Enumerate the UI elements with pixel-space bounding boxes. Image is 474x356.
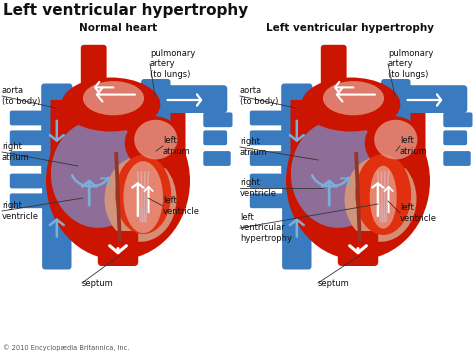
Ellipse shape: [123, 161, 163, 233]
FancyBboxPatch shape: [282, 164, 311, 269]
Ellipse shape: [51, 120, 146, 228]
FancyBboxPatch shape: [203, 151, 231, 166]
FancyBboxPatch shape: [10, 174, 48, 188]
FancyBboxPatch shape: [51, 100, 185, 163]
Text: Normal heart: Normal heart: [79, 23, 157, 33]
Ellipse shape: [323, 81, 384, 115]
FancyBboxPatch shape: [10, 111, 52, 125]
Ellipse shape: [356, 154, 411, 235]
Text: Left ventricular hypertrophy: Left ventricular hypertrophy: [3, 3, 248, 18]
Text: septum: septum: [318, 278, 350, 288]
FancyBboxPatch shape: [250, 193, 284, 208]
Ellipse shape: [370, 166, 397, 229]
Ellipse shape: [83, 81, 144, 115]
Text: left
ventricle: left ventricle: [400, 203, 437, 223]
FancyBboxPatch shape: [250, 174, 288, 188]
Text: © 2010 Encyclopædia Britannica, Inc.: © 2010 Encyclopædia Britannica, Inc.: [3, 344, 129, 351]
FancyBboxPatch shape: [281, 84, 312, 175]
FancyBboxPatch shape: [10, 151, 54, 166]
FancyBboxPatch shape: [321, 45, 346, 105]
FancyBboxPatch shape: [443, 130, 467, 145]
Text: left
ventricular
hypertrophy: left ventricular hypertrophy: [240, 213, 292, 243]
FancyBboxPatch shape: [41, 84, 73, 175]
Ellipse shape: [125, 116, 183, 170]
FancyBboxPatch shape: [203, 130, 227, 145]
Text: aorta
(to body): aorta (to body): [240, 86, 278, 106]
FancyBboxPatch shape: [381, 79, 410, 166]
Ellipse shape: [301, 78, 401, 131]
FancyBboxPatch shape: [98, 231, 138, 266]
Text: Left ventricular hypertrophy: Left ventricular hypertrophy: [266, 23, 434, 33]
FancyBboxPatch shape: [250, 151, 293, 166]
Text: septum: septum: [82, 278, 114, 288]
FancyBboxPatch shape: [203, 112, 233, 127]
Ellipse shape: [291, 120, 385, 228]
Ellipse shape: [46, 102, 190, 260]
FancyBboxPatch shape: [291, 100, 426, 163]
Text: aorta
(to body): aorta (to body): [2, 86, 40, 106]
Ellipse shape: [345, 156, 417, 242]
Text: right
atrium: right atrium: [240, 137, 268, 157]
Text: left
atrium: left atrium: [400, 136, 428, 156]
Ellipse shape: [134, 120, 177, 159]
Ellipse shape: [115, 155, 171, 234]
FancyBboxPatch shape: [42, 164, 72, 269]
Ellipse shape: [286, 102, 430, 260]
Text: right
ventricle: right ventricle: [2, 201, 39, 221]
FancyBboxPatch shape: [147, 85, 228, 113]
Text: right
atrium: right atrium: [2, 142, 30, 162]
FancyBboxPatch shape: [10, 130, 46, 145]
Text: left
atrium: left atrium: [163, 136, 191, 156]
Text: pulmonary
artery
(to lungs): pulmonary artery (to lungs): [388, 49, 433, 79]
Ellipse shape: [104, 156, 176, 242]
FancyBboxPatch shape: [10, 193, 45, 208]
FancyBboxPatch shape: [250, 111, 292, 125]
Ellipse shape: [365, 116, 423, 170]
FancyBboxPatch shape: [443, 112, 473, 127]
FancyBboxPatch shape: [443, 151, 471, 166]
FancyBboxPatch shape: [387, 85, 467, 113]
Ellipse shape: [374, 120, 418, 159]
Text: pulmonary
artery
(to lungs): pulmonary artery (to lungs): [150, 49, 195, 79]
FancyBboxPatch shape: [250, 130, 286, 145]
Text: left
ventricle: left ventricle: [163, 196, 200, 216]
Ellipse shape: [61, 78, 160, 131]
FancyBboxPatch shape: [338, 231, 378, 266]
FancyBboxPatch shape: [141, 79, 171, 166]
FancyBboxPatch shape: [81, 45, 107, 105]
Text: right
ventricle: right ventricle: [240, 178, 277, 198]
